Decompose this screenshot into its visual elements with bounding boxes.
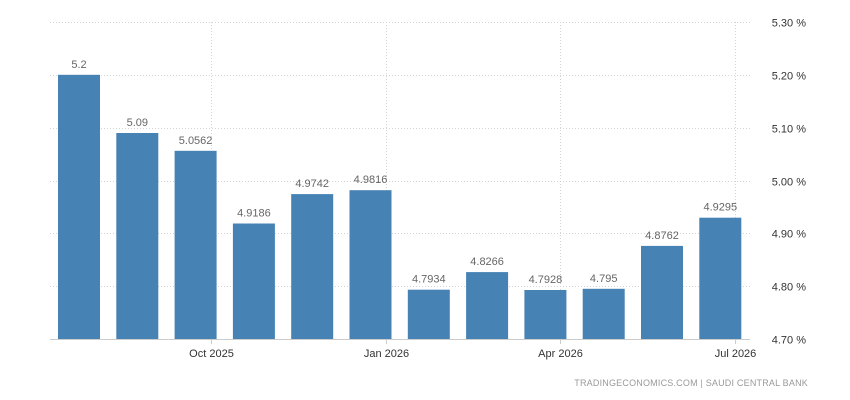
bar-value-label: 4.8762 [645,230,679,242]
y-axis-ticks: 4.70 % 4.80 % 4.90 % 5.00 % 5.10 % 5.20 % 5.30… [772,18,806,347]
bar [58,74,100,340]
x-axis-ticks: Oct 2025 Jan 2026 Apr 2026 Jul 2026 [50,339,756,360]
bar-value-label: 5.09 [127,117,148,129]
x-tick-label: Jan 2026 [364,348,409,360]
bar-value-label: 4.7928 [529,274,563,286]
data-labels: 5.2 5.09 5.0562 4.9186 4.9742 4.9816 4.7934 4.8… [71,59,737,286]
x-tick-label: Apr 2026 [538,348,583,360]
bars [58,74,742,340]
bar [699,217,742,339]
y-tick-label: 5.00 % [772,177,806,189]
bar-value-label: 4.9295 [703,202,737,214]
y-tick-label: 5.20 % [772,71,806,83]
bar-value-label: 4.8266 [470,256,504,268]
bar-value-label: 4.9742 [295,178,329,190]
bar-value-label: 4.9186 [237,208,271,220]
bar [466,272,509,339]
bar [349,190,392,339]
bar [291,194,334,339]
bar-value-label: 4.9816 [354,174,388,186]
bar [524,290,567,339]
y-tick-label: 4.90 % [772,229,806,241]
bar [582,288,625,339]
bar [116,133,159,339]
y-tick-label: 4.80 % [772,282,806,294]
bar-value-label: 5.2 [71,59,86,71]
bar [174,150,217,339]
x-tick-label: Oct 2025 [189,348,234,360]
y-tick-label: 4.70 % [772,335,806,347]
y-tick-label: 5.10 % [772,124,806,136]
bar-value-label: 4.7934 [412,274,446,286]
bar-value-label: 5.0562 [179,135,213,147]
source-credit: TRADINGECONOMICS.COM | SAUDI CENTRAL BAN… [574,378,808,388]
x-tick-label: Jul 2026 [715,348,757,360]
bar [232,223,275,339]
y-tick-label: 5.30 % [772,18,806,30]
bar-value-label: 4.795 [590,273,618,285]
bar [407,289,450,339]
bar [641,245,683,339]
